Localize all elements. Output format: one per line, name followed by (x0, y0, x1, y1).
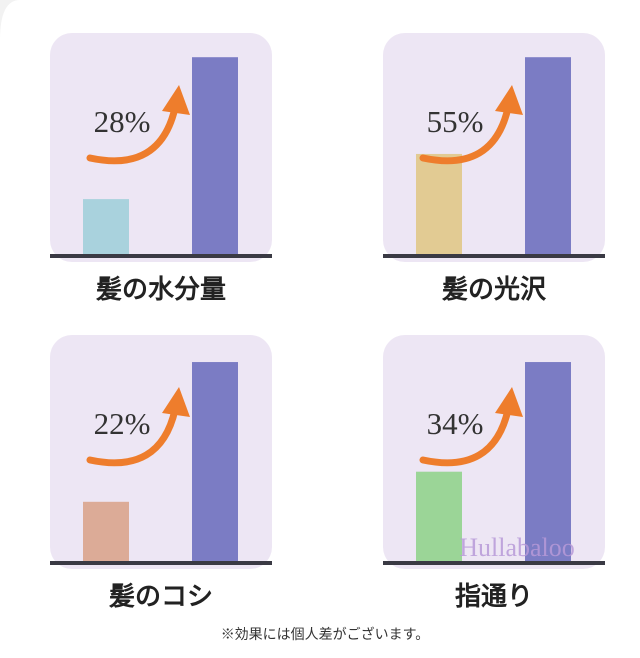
bar (525, 362, 571, 562)
bar (83, 199, 129, 255)
annotation: 22% (94, 406, 151, 441)
arrow-head (495, 85, 523, 115)
chart-title: 髪の水分量 (95, 275, 226, 304)
baseline (383, 254, 605, 258)
footnote: ※効果には個人差がございます。 (221, 626, 430, 643)
arrow-head (495, 387, 523, 417)
arrow-curve (419, 406, 512, 467)
watermark: Hullabaloo (459, 533, 575, 562)
baseline (50, 254, 272, 258)
bar (416, 471, 462, 562)
annotation: 28% (94, 104, 151, 139)
bar (192, 362, 238, 562)
bar (416, 153, 462, 255)
annotation: 34% (427, 406, 484, 441)
bar (525, 57, 571, 256)
arrow-curve (86, 406, 179, 467)
arrow-curve (419, 104, 512, 165)
chart-title: 指通り (455, 582, 533, 611)
baseline (383, 561, 605, 565)
annotation: 55% (427, 104, 484, 139)
bar (83, 501, 129, 562)
baseline (50, 561, 272, 565)
chart-title: 髪の光沢 (441, 275, 547, 304)
arrow-head (162, 85, 190, 115)
arrow-head (162, 387, 190, 417)
chart-title: 髪のコシ (108, 582, 213, 611)
bar (192, 57, 238, 256)
arrow-curve (86, 104, 179, 165)
